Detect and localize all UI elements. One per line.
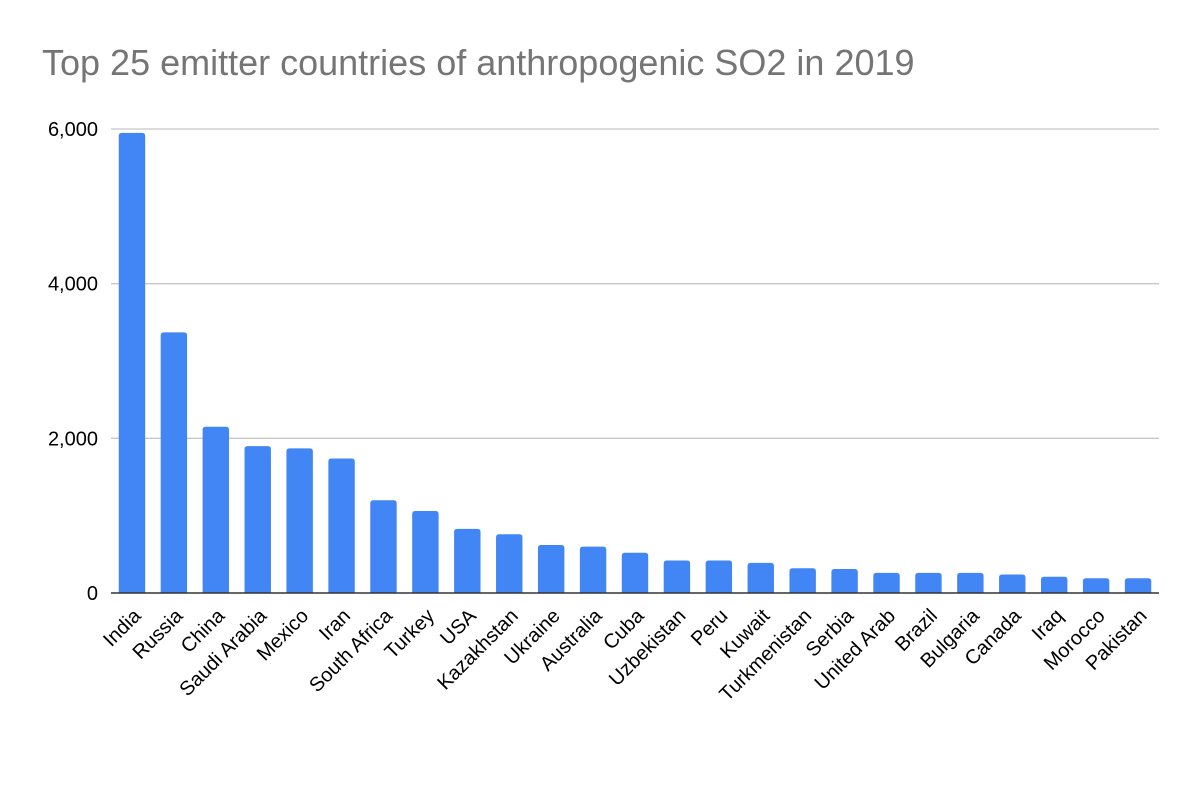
y-tick-label: 0 [87, 583, 98, 605]
bar-iran [328, 458, 355, 593]
bar-united-arab [873, 572, 900, 593]
chart-title: Top 25 emitter countries of anthropogeni… [42, 42, 915, 83]
bar-morocco [1082, 578, 1110, 593]
y-tick-label: 4,000 [48, 274, 98, 296]
bar-saudi-arabia [244, 446, 271, 593]
bar-usa [454, 528, 481, 593]
bar-uzbekistan [663, 560, 691, 593]
gridlines [111, 128, 1159, 439]
y-tick-label: 2,000 [48, 428, 98, 450]
bar-brazil [915, 572, 942, 593]
bar-canada [999, 574, 1026, 593]
bar-pakistan [1124, 578, 1152, 593]
bar-turkmenistan [789, 568, 816, 593]
bar-india [118, 132, 146, 593]
bar-peru [705, 560, 733, 593]
bar-kazakhstan [496, 534, 523, 593]
bar-south-africa [370, 500, 397, 593]
bar-russia [160, 332, 188, 593]
bar-china [202, 426, 230, 593]
bar-ukraine [537, 545, 565, 593]
bar-serbia [831, 569, 858, 593]
bars [118, 132, 1152, 593]
bar-iraq [1040, 576, 1068, 593]
bar-kuwait [747, 562, 774, 593]
bar-cuba [621, 552, 649, 593]
bar-bulgaria [957, 572, 984, 593]
y-tick-label: 6,000 [48, 119, 98, 141]
bar-turkey [412, 511, 439, 593]
bar-australia [579, 546, 607, 593]
bar-mexico [286, 448, 313, 593]
